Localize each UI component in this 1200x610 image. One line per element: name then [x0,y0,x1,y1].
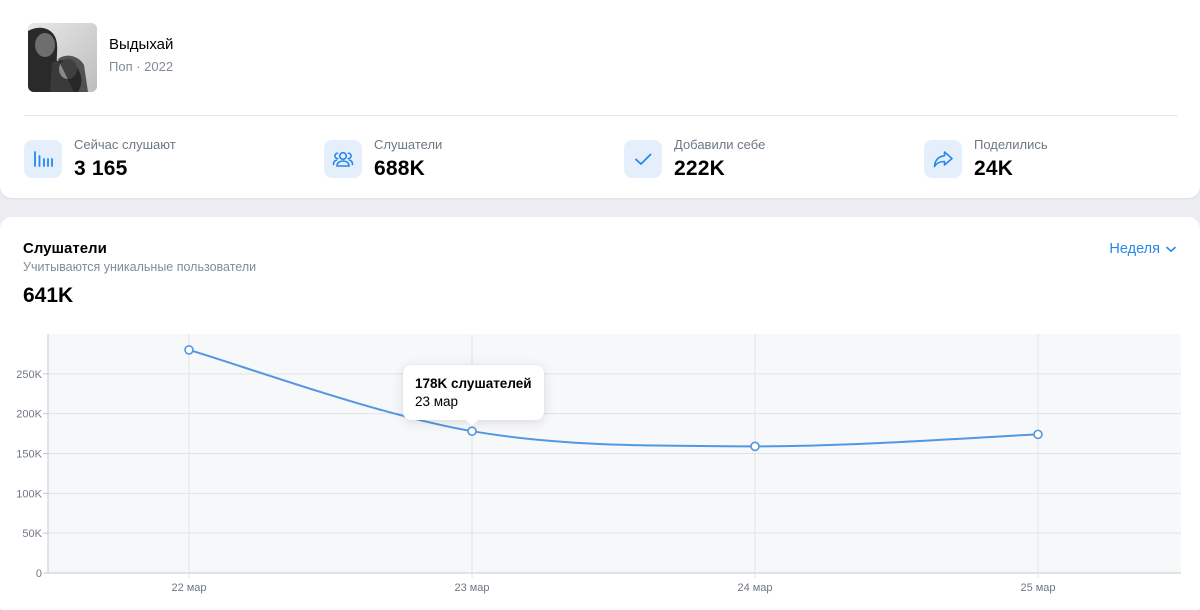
x-tick-label: 25 мар [1020,582,1055,594]
checkmark-icon [624,140,662,178]
chart-title: Слушатели [23,240,107,257]
x-tick-label: 23 мар [454,582,489,594]
series-line [188,348,1039,448]
data-point [750,441,760,452]
chart-tooltip: 178K слушателей 23 мар [403,365,544,426]
stat-listeners: Слушатели 688K [324,138,442,181]
x-tick-label: 22 мар [171,582,206,594]
chevron-down-icon [1166,246,1176,252]
y-tick-label: 150K [16,449,42,461]
listeners-line-chart[interactable]: 0 50K 100K 150K 200K 250K 22 мар 23 мар 24 мар 25… [0,317,1200,610]
stat-label: Добавили себе [674,137,766,152]
album-cover-image [28,23,97,92]
divider [24,115,1178,116]
data-point [184,345,194,355]
chart-subtitle: Учитываются уникальные пользователи [23,260,257,274]
share-arrow-icon [924,140,962,178]
data-point [467,426,477,436]
track-header: Выдыхай Поп · 2022 [28,23,173,92]
stat-label: Сейчас слушают [74,137,176,152]
track-info: Выдыхай Поп · 2022 [109,35,173,74]
stat-added: Добавили себе 222K [624,138,765,181]
y-tick-label: 200K [16,409,42,421]
track-title[interactable]: Выдыхай [109,36,174,53]
stat-value: 688K [374,157,426,180]
bars-icon [24,140,62,178]
listeners-chart-card: Слушатели Учитываются уникальные пользов… [0,217,1200,610]
users-icon [324,140,362,178]
data-point [1033,429,1043,440]
track-genre-year: Поп · 2022 [109,59,174,74]
tooltip-value: 178K слушателей [415,376,532,391]
album-cover[interactable] [28,23,97,92]
tooltip-date: 23 мар [415,394,459,409]
y-tick-label: 0 [36,568,42,580]
listeners-total: 641K [23,284,74,307]
stats-row: Сейчас слушают 3 165 Слушатели 688K [24,138,1200,182]
stat-label: Поделились [974,137,1048,152]
stat-value: 3 165 [74,157,128,180]
track-summary-card: Выдыхай Поп · 2022 Сейчас слушают [0,0,1200,198]
period-label: Неделя [1109,241,1160,257]
stat-now-listening: Сейчас слушают 3 165 [24,138,176,181]
y-tick-label: 50K [22,528,42,540]
x-tick-label: 24 мар [737,582,772,594]
stat-shared: Поделились 24K [924,138,1048,181]
stat-value: 222K [674,157,726,180]
y-tick-label: 250K [16,369,42,381]
stat-label: Слушатели [374,137,443,152]
y-tick-label: 100K [16,488,42,500]
period-dropdown[interactable]: Неделя [1109,241,1176,257]
stat-value: 24K [974,157,1014,180]
chart-svg: 0 50K 100K 150K 200K 250K 22 мар 23 мар 24 мар 25… [16,334,1181,594]
